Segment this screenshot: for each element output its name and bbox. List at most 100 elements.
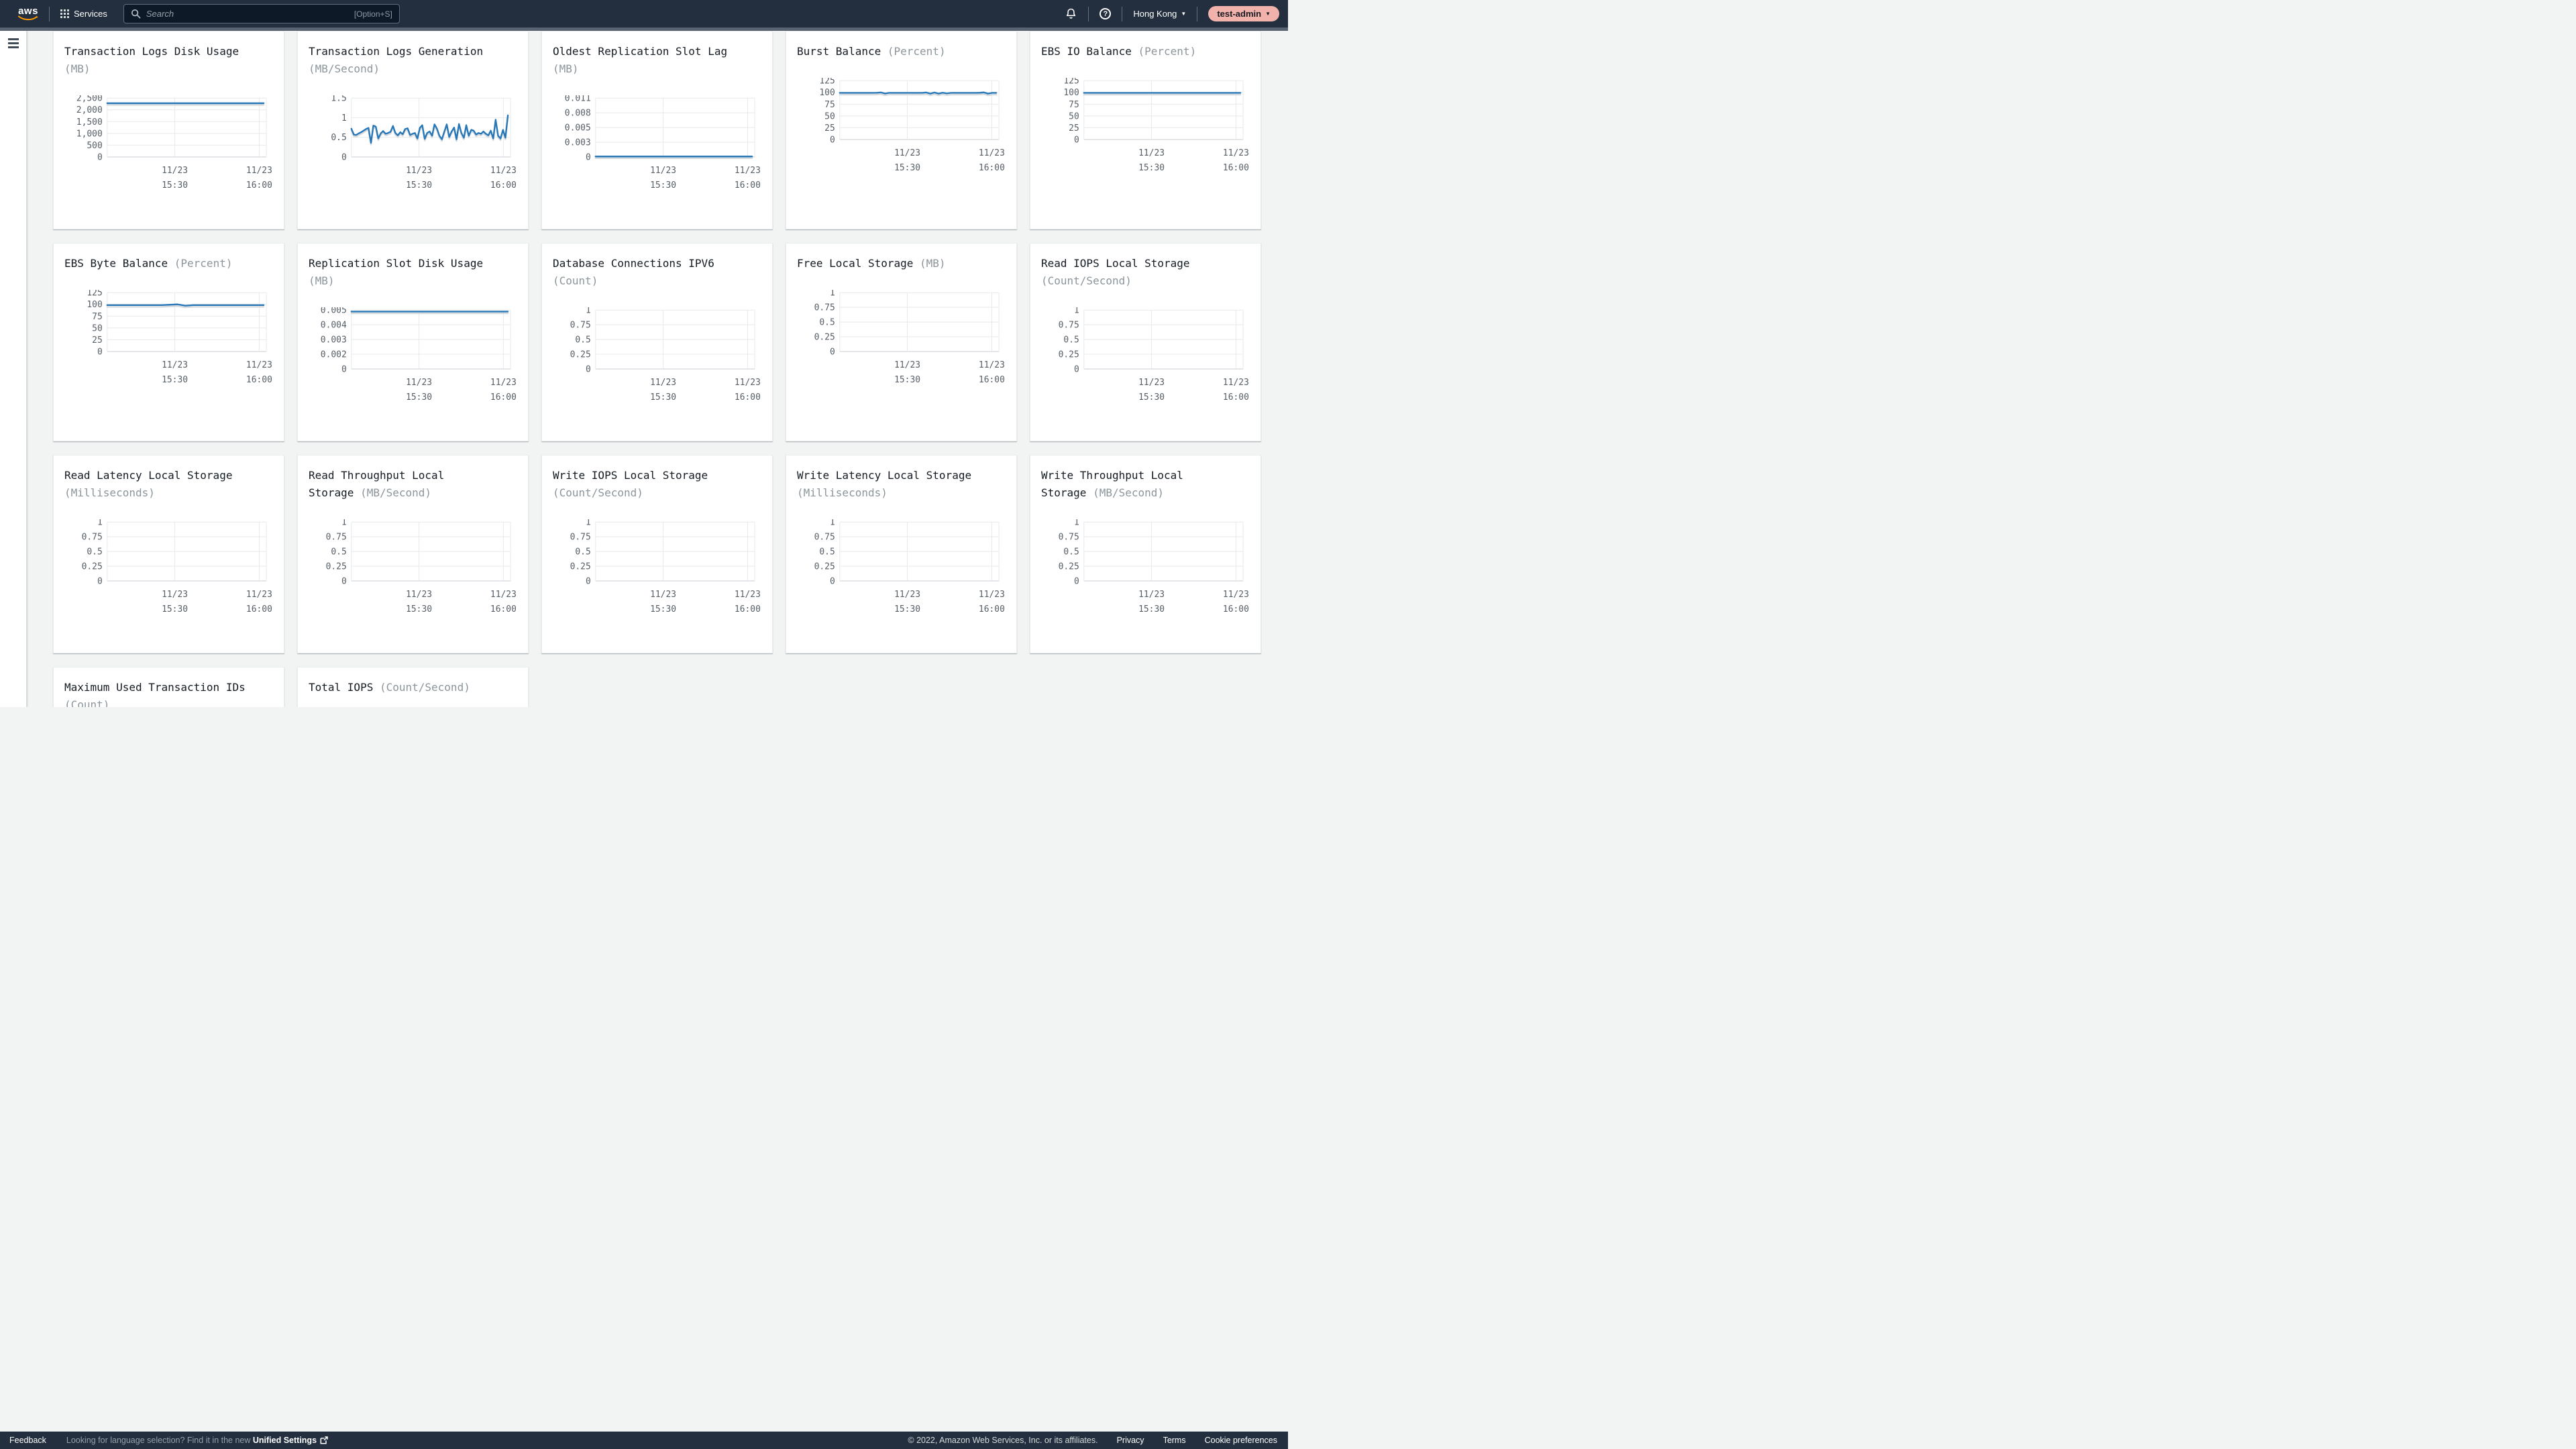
svg-text:16:00: 16:00 xyxy=(735,604,761,614)
metric-unit-label: (Count/Second) xyxy=(379,681,470,694)
svg-text:0: 0 xyxy=(341,364,347,374)
metric-card-title: Replication Slot Disk Usage (MB) xyxy=(298,244,528,290)
svg-text:11/23: 11/23 xyxy=(162,360,188,370)
svg-text:11/23: 11/23 xyxy=(162,590,188,600)
svg-text:11/23: 11/23 xyxy=(735,166,761,176)
metric-unit-label: (MB) xyxy=(309,274,335,287)
metric-card[interactable]: Read IOPS Local Storage (Count/Second) 1 0.… xyxy=(1030,243,1261,441)
cookie-preferences-link[interactable]: Cookie preferences xyxy=(1204,1436,1277,1445)
global-search-box[interactable]: [Option+S] xyxy=(123,4,400,23)
privacy-link[interactable]: Privacy xyxy=(1116,1436,1144,1445)
svg-text:0.5: 0.5 xyxy=(575,335,590,345)
svg-text:125: 125 xyxy=(1063,78,1079,87)
metric-chart: 1 0.75 0.5 0.25 0 11/23 15:30 11/23 16:00 xyxy=(570,307,761,402)
metric-card[interactable]: Replication Slot Disk Usage (MB) 0.005 0.00… xyxy=(297,243,529,441)
svg-text:0.25: 0.25 xyxy=(814,562,835,572)
metric-card-title: Maximum Used Transaction IDs (Count) xyxy=(54,667,284,707)
services-grid-icon xyxy=(60,9,69,18)
svg-text:1: 1 xyxy=(1074,519,1079,528)
search-icon xyxy=(131,9,141,19)
svg-text:11/23: 11/23 xyxy=(1138,590,1165,600)
metric-card[interactable]: Transaction Logs Disk Usage (MB) 2,500 2,00… xyxy=(53,31,284,229)
metric-card[interactable]: Database Connections IPV6 (Count) 1 0.75 0.5… xyxy=(541,243,773,441)
metric-card[interactable]: Write IOPS Local Storage (Count/Second) 1 0… xyxy=(541,455,773,653)
metric-name-label: Write Throughput Local xyxy=(1041,469,1183,482)
terms-link[interactable]: Terms xyxy=(1163,1436,1186,1445)
metric-card-title: Read IOPS Local Storage (Count/Second) xyxy=(1030,244,1260,290)
metric-unit-label: (MB/Second) xyxy=(309,62,380,75)
external-link-icon xyxy=(320,1436,328,1444)
svg-text:0: 0 xyxy=(1074,135,1079,145)
metric-chart: 1 0.75 0.5 0.25 0 11/23 15:30 11/23 16:00 xyxy=(1059,307,1249,402)
page-body: Transaction Logs Disk Usage (MB) 2,500 2,00… xyxy=(0,31,1288,707)
svg-text:11/23: 11/23 xyxy=(246,360,272,370)
notifications-bell-button[interactable] xyxy=(1065,7,1077,20)
metric-card[interactable]: Maximum Used Transaction IDs (Count) xyxy=(53,667,284,707)
svg-text:16:00: 16:00 xyxy=(246,375,272,385)
svg-text:11/23: 11/23 xyxy=(490,378,517,388)
metric-chart: 1 0.75 0.5 0.25 0 11/23 15:30 11/23 16:00 xyxy=(814,519,1005,614)
metrics-panel: Transaction Logs Disk Usage (MB) 2,500 2,00… xyxy=(27,31,1288,707)
svg-text:0.5: 0.5 xyxy=(575,547,590,557)
svg-text:11/23: 11/23 xyxy=(650,590,676,600)
svg-text:11/23: 11/23 xyxy=(406,378,432,388)
metric-card[interactable]: Write Throughput Local Storage (MB/Second… xyxy=(1030,455,1261,653)
svg-text:1,000: 1,000 xyxy=(76,129,103,139)
svg-text:2,500: 2,500 xyxy=(76,95,103,104)
search-input[interactable] xyxy=(146,9,349,19)
aws-logo[interactable]: aws xyxy=(18,6,38,21)
region-selector[interactable]: Hong Kong ▼ xyxy=(1133,9,1186,19)
svg-text:11/23: 11/23 xyxy=(162,166,188,176)
svg-text:0.002: 0.002 xyxy=(321,350,347,360)
svg-text:1: 1 xyxy=(586,307,591,316)
nav-right-group: ? Hong Kong ▼ test-admin ▼ xyxy=(1065,6,1279,21)
metric-card[interactable]: Burst Balance (Percent) 125 100 75 50 25 0 11/2… xyxy=(786,31,1017,229)
metric-card-title: Write Latency Local Storage (Milliseconds… xyxy=(786,455,1016,502)
svg-text:0: 0 xyxy=(586,576,591,586)
metric-chart: 1 0.75 0.5 0.25 0 11/23 15:30 11/23 16:00 xyxy=(814,290,1005,385)
metric-card[interactable]: EBS Byte Balance (Percent) 125 100 75 50 25 0 1… xyxy=(53,243,284,441)
metric-card[interactable]: Oldest Replication Slot Lag (MB) 0.011 0.00… xyxy=(541,31,773,229)
nav-divider xyxy=(49,6,50,21)
svg-text:0.25: 0.25 xyxy=(814,333,835,343)
metric-chart: 0.011 0.008 0.005 0.003 0 11/23 15:30 11/23 16:0… xyxy=(565,95,761,191)
metric-card[interactable]: Total IOPS (Count/Second) xyxy=(297,667,529,707)
svg-text:75: 75 xyxy=(92,312,103,322)
svg-text:0.75: 0.75 xyxy=(82,533,103,543)
metric-card[interactable]: Write Latency Local Storage (Milliseconds… xyxy=(786,455,1017,653)
metric-card[interactable]: Free Local Storage (MB) 1 0.75 0.5 0.25 0 11/2… xyxy=(786,243,1017,441)
metric-card[interactable]: Transaction Logs Generation (MB/Second) 1.… xyxy=(297,31,529,229)
account-menu-button[interactable]: test-admin ▼ xyxy=(1208,6,1279,21)
svg-text:15:30: 15:30 xyxy=(162,375,188,385)
nav-divider xyxy=(1088,6,1089,21)
metric-card[interactable]: Read Latency Local Storage (Milliseconds)… xyxy=(53,455,284,653)
feedback-button[interactable]: Feedback xyxy=(9,1436,46,1445)
open-menu-button[interactable] xyxy=(7,38,19,48)
svg-text:16:00: 16:00 xyxy=(1223,392,1249,402)
svg-text:0: 0 xyxy=(586,364,591,374)
services-menu-button[interactable]: Services xyxy=(60,9,107,19)
svg-text:15:30: 15:30 xyxy=(650,392,676,402)
metric-chart: 1 0.75 0.5 0.25 0 11/23 15:30 11/23 16:00 xyxy=(570,519,761,614)
svg-text:16:00: 16:00 xyxy=(490,180,517,191)
metric-card[interactable]: EBS IO Balance (Percent) 125 100 75 50 25 0 11/… xyxy=(1030,31,1261,229)
svg-text:16:00: 16:00 xyxy=(735,180,761,191)
svg-text:75: 75 xyxy=(1069,100,1079,110)
svg-text:0.75: 0.75 xyxy=(570,321,591,331)
unified-settings-link[interactable]: Unified Settings xyxy=(252,1436,317,1445)
help-button[interactable]: ? xyxy=(1099,8,1112,19)
metric-name-label: EBS IO Balance xyxy=(1041,45,1132,58)
svg-text:15:30: 15:30 xyxy=(1138,604,1165,614)
chevron-down-icon: ▼ xyxy=(1265,11,1271,17)
svg-text:11/23: 11/23 xyxy=(979,148,1005,158)
metric-card[interactable]: Read Throughput Local Storage (MB/Second)… xyxy=(297,455,529,653)
svg-text:16:00: 16:00 xyxy=(1223,604,1249,614)
metric-name-label: Replication Slot Disk Usage xyxy=(309,257,484,270)
metric-card-grid: Transaction Logs Disk Usage (MB) 2,500 2,00… xyxy=(53,31,1288,707)
svg-text:11/23: 11/23 xyxy=(1223,378,1249,388)
svg-text:11/23: 11/23 xyxy=(735,378,761,388)
nav-bottom-strip xyxy=(0,28,1288,31)
svg-text:1: 1 xyxy=(341,113,347,123)
svg-text:50: 50 xyxy=(1069,111,1079,121)
